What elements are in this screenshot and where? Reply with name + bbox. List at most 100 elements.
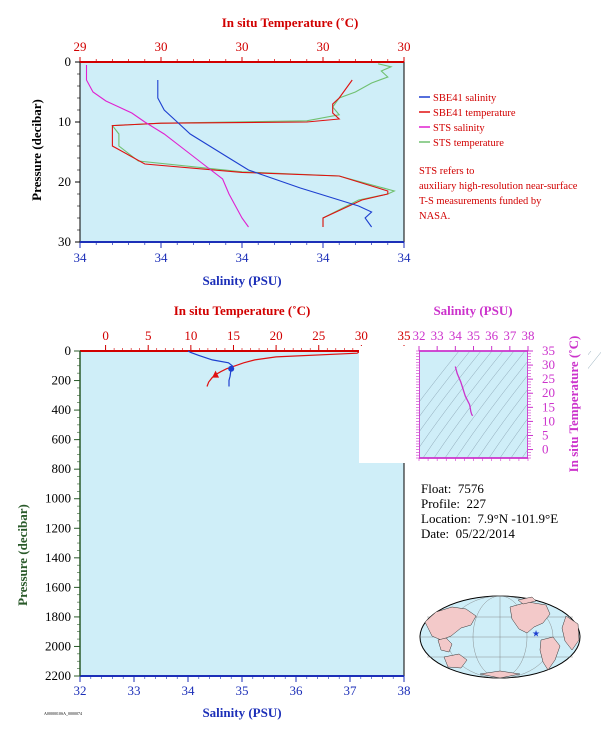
ts-temp-tick-label: 0 (542, 442, 549, 457)
top-sal-tick-label: 34 (236, 250, 250, 265)
ts-temp-tick-label: 5 (542, 427, 549, 442)
ts-plot-area (418, 350, 529, 459)
top-temp-tick-label: 30 (398, 39, 411, 54)
top-sal-tick-label: 34 (74, 250, 88, 265)
top-series-sts-salinity (85, 65, 249, 228)
land-arctic (517, 596, 537, 605)
top-pressure-tick-label: 30 (58, 234, 71, 249)
bottom-series-sbe41-salinity (187, 350, 234, 387)
bottom-sal-axis-title: Salinity (PSU) (202, 705, 281, 720)
top-sal-tick-label: 34 (398, 250, 412, 265)
bottom-sal-marker (228, 365, 235, 372)
legend: SBE41 salinity SBE41 temperature STS sal… (419, 93, 580, 222)
bottom-pressure-tick-label: 1800 (45, 609, 71, 624)
ts-temp-tick-label: 35 (542, 343, 555, 358)
float-label: Float: (421, 481, 452, 496)
sts-note-line: T-S measurements funded by (419, 196, 542, 207)
ts-profile-line (454, 366, 474, 417)
top-plot-area (79, 61, 405, 243)
footer-code: A0000010SA_0000074 (44, 711, 83, 716)
world-map: ★ (419, 595, 581, 679)
profile-value: 227 (466, 496, 487, 511)
bottom-pressure-axis-title: Pressure (decibar) (15, 504, 30, 606)
ts-temp-tick-label: 25 (542, 371, 555, 386)
bottom-temp-marker (212, 370, 220, 378)
land-africa-edge (561, 615, 580, 651)
land-antarctica (479, 670, 521, 679)
location-value: 7.9°N -101.9°E (477, 511, 559, 526)
land-north-america (509, 601, 551, 634)
bottom-pressure-tick-label: 1000 (45, 491, 71, 506)
legend-label-sts-temperature: STS temperature (433, 138, 504, 149)
legend-label-sbe-temperature: SBE41 temperature (433, 108, 516, 119)
legend-label-sbe-salinity: SBE41 salinity (433, 93, 497, 104)
land-south-america (539, 636, 561, 671)
ts-clip-cover (359, 346, 419, 463)
ts-temperature-axis-title: In situ Temperature (˚C) (566, 336, 581, 473)
location-row: Location: 7.9°N -101.9°E (421, 511, 558, 526)
top-series-group (85, 63, 396, 228)
top-temp-tick-label: 30 (317, 39, 330, 54)
float-value: 7576 (457, 481, 484, 496)
sts-note: STS refers to auxiliary high-resolution … (419, 166, 580, 222)
top-pressure-tick-label: 20 (58, 174, 71, 189)
sts-note-line: NASA. (419, 211, 450, 222)
bottom-pressure-tick-label: 2000 (45, 638, 71, 653)
bottom-pressure-tick-label: 1600 (45, 579, 71, 594)
bottom-pressure-tick-label: 2200 (45, 668, 71, 683)
map-land (424, 596, 580, 679)
top-pressure-tick-label: 10 (58, 114, 71, 129)
legend-label-sts-salinity: STS salinity (433, 123, 485, 134)
bottom-panel: 0 5 10 15 20 25 30 35 32 33 34 35 36 37 38 0 200 400 600 80… (15, 303, 411, 720)
ts-sal-tick-label: 36 (485, 328, 499, 343)
ts-series-group (454, 366, 474, 417)
bottom-temp-tick-label: 15 (227, 328, 240, 343)
ts-temp-tick-label: 15 (542, 399, 555, 414)
profile-label: Profile: (421, 496, 460, 511)
ts-salinity-axis-title: Salinity (PSU) (433, 303, 512, 318)
ts-density-contours (359, 346, 601, 463)
date-value: 05/22/2014 (455, 526, 515, 541)
bottom-sal-tick-label: 37 (344, 683, 358, 698)
ts-density-contour (455, 350, 537, 459)
bottom-sal-tick-label: 34 (182, 683, 196, 698)
bottom-temp-tick-label: 20 (270, 328, 283, 343)
land-australia (443, 653, 468, 669)
ts-density-contour (422, 350, 504, 459)
date-row: Date: 05/22/2014 (421, 526, 558, 541)
ts-density-contour (444, 350, 526, 459)
top-temp-tick-label: 30 (236, 39, 249, 54)
bottom-temp-tick-label: 10 (184, 328, 197, 343)
top-temp-axis-title: In situ Temperature (˚C) (222, 15, 359, 30)
top-temp-tick-label: 29 (74, 39, 87, 54)
bottom-sal-tick-label: 35 (236, 683, 249, 698)
bottom-pressure-tick-label: 200 (52, 373, 72, 388)
ts-sal-tick-label: 32 (413, 328, 426, 343)
sts-note-line: auxiliary high-resolution near-surface (419, 181, 578, 192)
profile-row: Profile: 227 (421, 496, 558, 511)
bottom-temp-tick-label: 5 (145, 328, 152, 343)
bottom-temp-tick-label: 25 (312, 328, 325, 343)
land-eurasia (424, 606, 477, 641)
float-location-marker: ★ (532, 628, 540, 638)
land-maritime-asia (437, 637, 453, 653)
top-series-sbe41-temperature (111, 79, 389, 227)
bottom-sal-tick-label: 32 (74, 683, 87, 698)
bottom-panel-ticks: 0 5 10 15 20 25 30 35 32 33 34 35 36 37 38 0 200 400 600 80… (45, 328, 411, 698)
top-temp-tick-label: 30 (155, 39, 168, 54)
float-row: Float: 7576 (421, 481, 558, 496)
bottom-sal-tick-label: 33 (128, 683, 141, 698)
location-label: Location: (421, 511, 471, 526)
ts-temp-tick-label: 10 (542, 413, 555, 428)
float-info-block: Float: 7576 Profile: 227 Location: 7.9°N… (421, 481, 558, 541)
bottom-plot-area (79, 350, 405, 677)
ts-temp-tick-label: 20 (542, 385, 555, 400)
top-sal-tick-label: 34 (317, 250, 331, 265)
bottom-series-group (187, 350, 361, 387)
ts-temp-tick-label: 30 (542, 357, 555, 372)
ts-clip-cover (528, 346, 588, 463)
